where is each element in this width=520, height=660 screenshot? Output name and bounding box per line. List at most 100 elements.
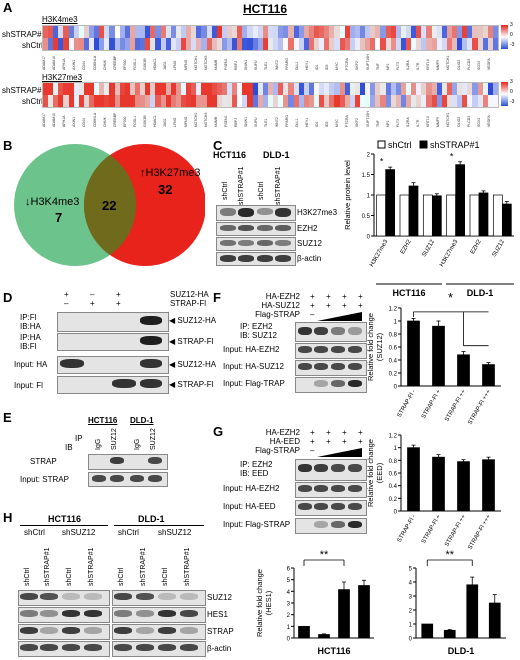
bar [478, 192, 489, 237]
blot-band [314, 485, 328, 492]
blot-band [298, 327, 312, 335]
blot-band [20, 593, 38, 600]
heatmap-cell [191, 95, 197, 107]
heatmap-cell [145, 95, 151, 107]
heatmap-cell [227, 38, 233, 50]
heatmap-cell [457, 95, 463, 107]
gene-label: TLE1 [264, 61, 269, 70]
heatmap-cell [293, 26, 300, 38]
y-tick-label: 2 [287, 613, 291, 619]
venn-left-count: 7 [55, 210, 63, 225]
y-tick-label: 0.4 [389, 484, 398, 490]
blot-band [110, 457, 124, 464]
heatmap-cell [313, 83, 320, 95]
panel-g-row-2: Input: HA-EZH2 [223, 484, 280, 493]
panel-d-right-1-text: SUZ12-HA [177, 316, 217, 325]
heatmap-cell [262, 26, 269, 38]
heatmap-cell [482, 95, 489, 107]
gene-label: HEY1 [304, 117, 309, 127]
heatmap-cell [73, 26, 80, 38]
heatmap-cell [446, 26, 453, 38]
gene-label: PPARG [284, 58, 289, 70]
heatmap-cell [232, 83, 238, 95]
blot-band [238, 225, 254, 231]
panel-f-row-2: Input: HA-EZH2 [223, 345, 280, 354]
blot-band [348, 464, 362, 472]
gene-label: HEY1 [304, 60, 309, 70]
heatmap-cell [129, 26, 136, 38]
heatmap-cell [257, 26, 264, 38]
heatmap-cell [145, 83, 151, 95]
blot-band [180, 627, 198, 634]
bar [376, 194, 387, 237]
heatmap-cell [421, 26, 427, 38]
heatmap-cell [457, 83, 463, 95]
gene-label: SOX2 [476, 60, 481, 70]
gene-label: SKP2 [355, 61, 360, 70]
heatmap-cell [83, 83, 90, 95]
heatmap-cell [451, 38, 458, 50]
gene-label: ID1 [315, 64, 319, 70]
heatmap-cell [487, 38, 494, 50]
panel-g-row-4: Input: Flag-STRAP [223, 520, 291, 529]
gene-label: PSEN1 [224, 58, 228, 70]
heatmap-cell [329, 38, 335, 50]
heatmap-cell [135, 38, 141, 50]
heatmap-cell [308, 38, 315, 50]
panel-g-row-3: Input: HA-EED [223, 502, 276, 511]
gene-label: NUMB [213, 116, 218, 127]
heatmap-cell [477, 38, 484, 50]
gene-label: EP300 [122, 116, 127, 127]
heatmap-cell [78, 38, 85, 50]
heatmap-cell [155, 83, 162, 95]
heatmap-cell [278, 26, 284, 38]
heatmap-cell [140, 26, 146, 38]
condition-sign: – [310, 310, 315, 319]
x-tick-label: STRAP-Fl - [397, 389, 418, 419]
gene-label: JAG1 [163, 118, 168, 127]
blot-band [257, 255, 273, 262]
heatmap-cell [370, 26, 376, 38]
heatmap-cell [94, 83, 100, 95]
heatmap-cell [150, 95, 156, 107]
heatmap-cell [365, 95, 371, 107]
heatmap-cell [354, 26, 361, 38]
y-tick-label: 5 [287, 578, 291, 584]
gene-label: TNF [375, 63, 380, 70]
colorbar-ticks-1: 3 0 -3 [510, 22, 515, 48]
heatmap-cell [359, 95, 366, 107]
y-tick-label: 3 [409, 595, 413, 601]
condition-sign: + [358, 428, 363, 437]
condition-sign: + [326, 301, 331, 310]
heatmap-cell [175, 83, 182, 95]
heatmap-cell [436, 26, 443, 38]
blot-band [112, 379, 136, 388]
heatmap-cell [53, 26, 59, 38]
panel-h-label-4: β-actin [207, 644, 232, 653]
condition-name: STRAP-Fl [170, 299, 206, 308]
heatmap-cell [221, 26, 228, 38]
heatmap-cell [482, 38, 489, 50]
panel-h-label-1: SUZ12 [207, 593, 232, 602]
heatmap-cell [150, 38, 156, 50]
gene-label: SUFU [254, 60, 259, 70]
gene-label: IL2RA [406, 60, 410, 70]
heatmap-cell [83, 95, 90, 107]
gene-label: GSK3B [143, 115, 148, 127]
heatmap-cell [375, 26, 381, 38]
panel-c-label-2: EZH2 [297, 224, 318, 233]
heatmap-cell [354, 38, 361, 50]
heatmap-cell [201, 38, 208, 50]
blot-band [20, 627, 38, 634]
blot-band [275, 208, 291, 217]
panel-label-e: E [3, 410, 12, 425]
heatmap-cell [58, 26, 64, 38]
heatmap-cell [303, 38, 310, 50]
heatmap-cell [94, 26, 100, 38]
heatmap-cell [186, 38, 192, 50]
heatmap-cell [441, 26, 448, 38]
panel-d-row-2-line-2: IB:Fl [20, 342, 37, 351]
heatmap-cell [68, 95, 75, 107]
heatmap-cell [196, 95, 202, 107]
gene-label: FLT3 [395, 62, 400, 70]
